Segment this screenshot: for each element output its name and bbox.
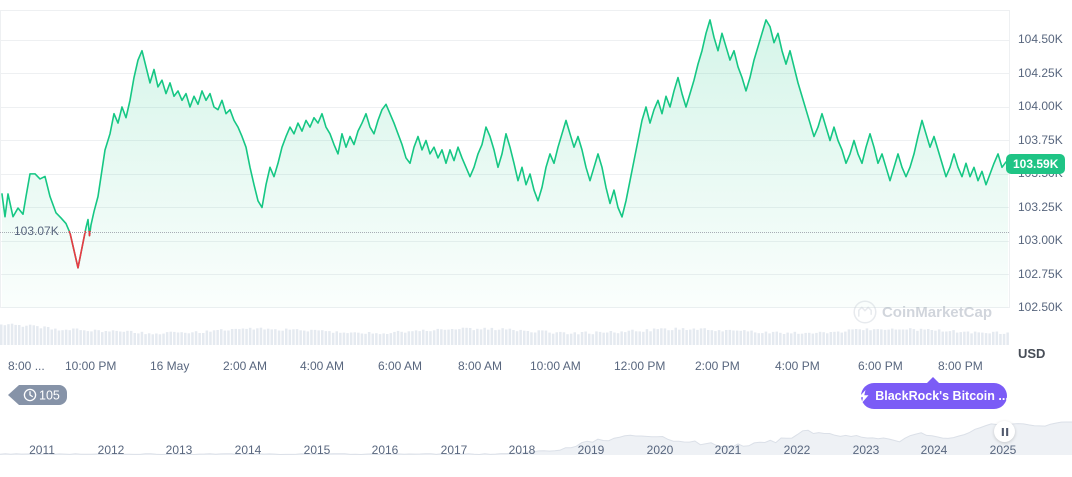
- svg-text:105: 105: [39, 389, 60, 403]
